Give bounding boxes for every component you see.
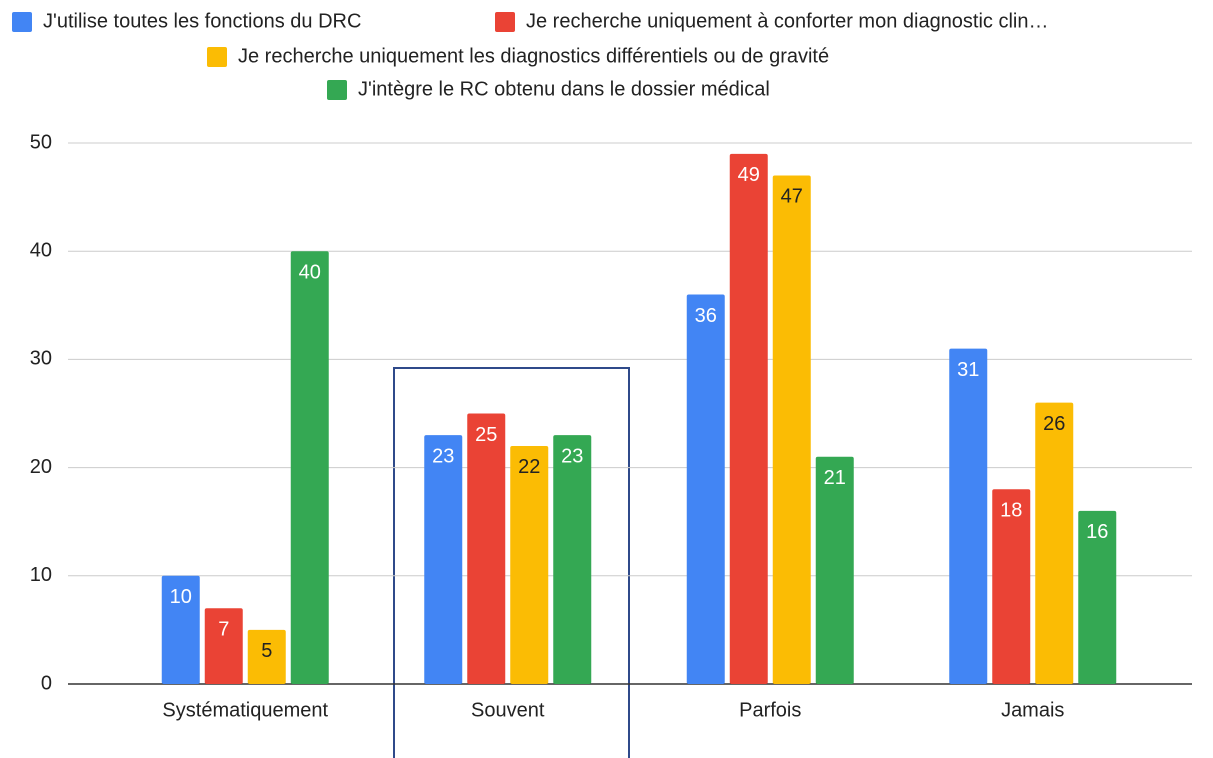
data-label: 7: [218, 619, 229, 641]
data-label: 22: [518, 456, 540, 478]
bar: [1035, 402, 1074, 684]
data-label: 23: [432, 445, 454, 467]
bar: [247, 629, 286, 684]
bar: [424, 435, 463, 684]
bar: [161, 575, 200, 684]
y-tick-label: 0: [41, 672, 52, 694]
legend-label: Je recherche uniquement les diagnostics …: [238, 45, 829, 67]
x-tick-label: Jamais: [1001, 699, 1064, 721]
x-tick-label: Systématiquement: [162, 699, 328, 721]
x-tick-label: Parfois: [739, 699, 801, 721]
data-label: 16: [1086, 521, 1108, 543]
data-label: 5: [261, 640, 272, 662]
legend-swatch: [495, 12, 515, 32]
legend-swatch: [207, 47, 227, 67]
data-label: 25: [475, 424, 497, 446]
legend-label: J'intègre le RC obtenu dans le dossier m…: [358, 78, 770, 100]
bar: [815, 456, 854, 684]
bar: [553, 435, 592, 684]
legend-label: Je recherche uniquement à conforter mon …: [526, 10, 1049, 32]
highlight-box: [393, 367, 630, 758]
bar: [729, 153, 768, 684]
x-tick-label: Souvent: [471, 699, 545, 721]
bar: [467, 413, 506, 684]
bar: [686, 294, 725, 684]
bar: [204, 608, 243, 684]
bar: [992, 489, 1031, 684]
legend-swatch: [327, 80, 347, 100]
bar: [772, 175, 811, 684]
data-label: 40: [299, 261, 321, 283]
legend-label: J'utilise toutes les fonctions du DRC: [43, 10, 361, 32]
bar: [949, 348, 988, 684]
bar: [290, 251, 329, 684]
y-tick-label: 50: [30, 131, 52, 153]
bar: [1078, 510, 1117, 684]
data-label: 23: [561, 445, 583, 467]
data-label: 10: [170, 586, 192, 608]
data-label: 31: [957, 359, 979, 381]
data-label: 21: [824, 467, 846, 489]
data-label: 49: [738, 164, 760, 186]
bar: [510, 445, 549, 684]
y-tick-label: 20: [30, 456, 52, 478]
y-tick-label: 10: [30, 564, 52, 586]
data-label: 47: [781, 186, 803, 208]
legend-swatch: [12, 12, 32, 32]
data-label: 36: [695, 305, 717, 327]
data-label: 18: [1000, 500, 1022, 522]
data-label: 26: [1043, 413, 1065, 435]
y-tick-label: 40: [30, 239, 52, 261]
y-tick-label: 30: [30, 348, 52, 370]
